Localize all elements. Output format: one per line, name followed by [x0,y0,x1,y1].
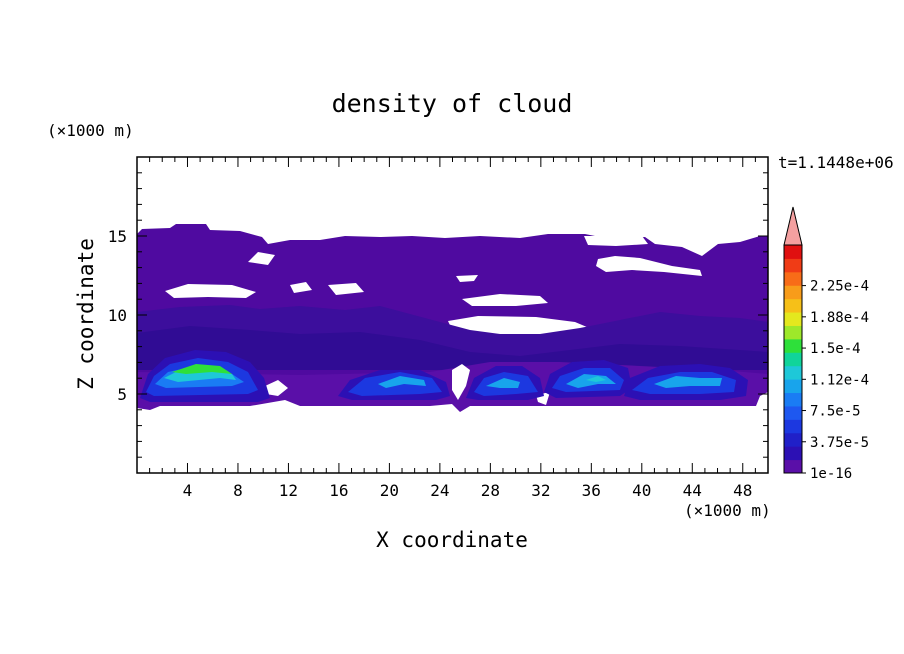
colorbar-label: 2.25e-4 [810,279,869,295]
colorbar-swatch [784,365,802,380]
colorbar-swatch [784,352,802,367]
cell-4 [544,360,632,398]
y-axis-title: Z coordinate [74,238,98,390]
x-tick-label: 16 [329,481,348,500]
plot-area [137,224,768,412]
cell-3 [466,366,544,400]
y-tick-label: 5 [117,385,127,404]
colorbar-swatch [784,338,802,353]
colorbar-swatch [784,245,802,259]
x-tick-label: 12 [279,481,298,500]
colorbar-swatch [784,325,802,340]
colorbar-swatch [784,285,802,300]
x-tick-label: 4 [183,481,193,500]
cell-2 [338,370,450,400]
y-axis: 5 10 15 [108,172,768,458]
colorbar-label: 3.75e-5 [810,435,869,451]
x-tick-label: 36 [582,481,601,500]
x-tick-label: 48 [733,481,752,500]
colorbar-swatch [784,432,802,447]
x-unit-label: (×1000 m) [684,501,771,520]
x-axis: 4 8 12 16 20 24 28 32 36 40 44 48 [149,157,756,500]
lower-cloud-layer [137,305,768,412]
y-tick-label: 10 [108,306,127,325]
x-tick-label: 32 [531,481,550,500]
colorbar-swatch [784,405,802,420]
colorbar-overflow-triangle [783,206,803,246]
x-tick-label: 20 [380,481,399,500]
colorbar-label: 1.5e-4 [810,341,861,357]
colorbar-swatch [784,379,802,394]
x-tick-label: 40 [632,481,651,500]
x-tick-label: 44 [683,481,702,500]
colorbar-swatch [784,459,802,474]
x-tick-label: 28 [481,481,500,500]
colorbar-swatch [784,446,802,461]
colorbar-swatch [784,392,802,407]
colorbar-swatch [784,298,802,313]
colorbar-label: 1.12e-4 [810,372,869,388]
cell-5 [624,364,748,400]
colorbar-label: 7.5e-5 [810,404,861,420]
colorbar-swatch [784,312,802,326]
cell-1 [140,350,270,402]
colorbar-frame [783,244,803,474]
colorbar-swatch [784,271,802,286]
colorbar-label: 1e-16 [810,466,852,482]
colorbar: 1e-16 3.75e-5 7.5e-5 1.12e-4 1.5e-4 1.88e-4 2.… [783,206,869,482]
x-tick-label: 24 [430,481,449,500]
y-unit-label: (×1000 m) [47,121,134,140]
colorbar-swatch [784,258,802,273]
y-tick-label: 15 [108,227,127,246]
chart-title: density of cloud [332,89,573,118]
x-tick-label: 8 [233,481,243,500]
colorbar-label: 1.88e-4 [810,310,869,326]
time-label: t=1.1448e+06 [778,153,894,172]
colorbar-swatch [784,419,802,434]
x-axis-title: X coordinate [376,528,528,552]
